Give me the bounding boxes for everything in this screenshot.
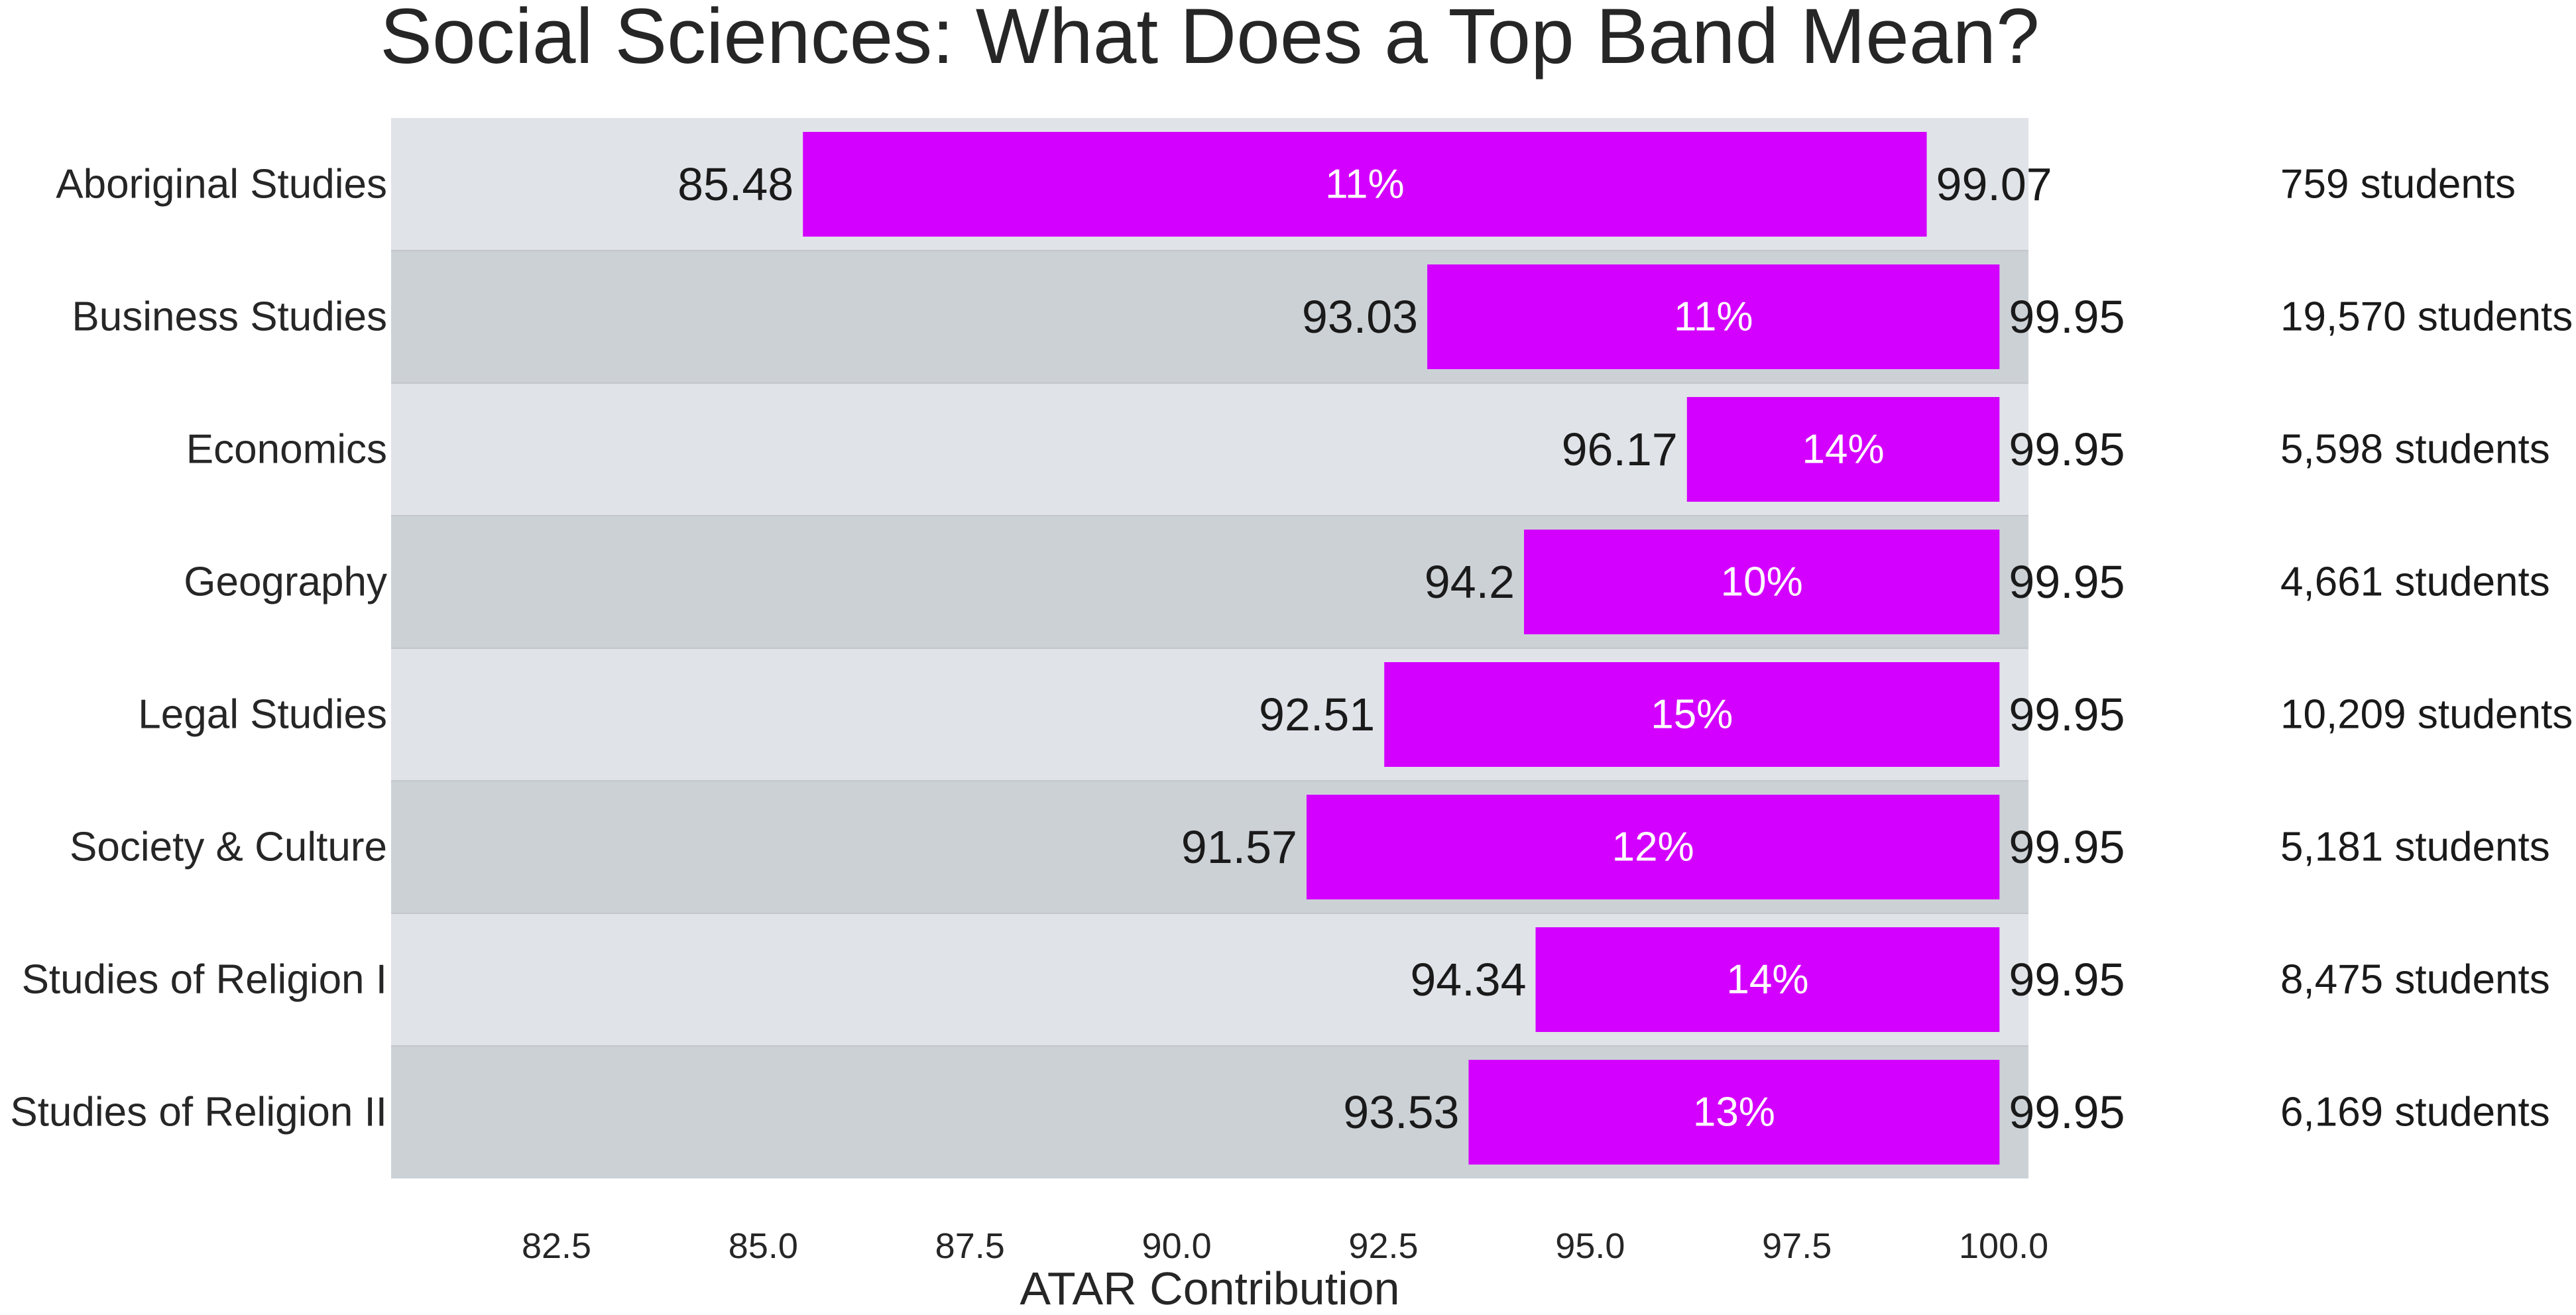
range-bar bbox=[1384, 662, 2000, 767]
category-label: Studies of Religion II bbox=[10, 1090, 387, 1135]
max-value-label: 99.95 bbox=[2009, 821, 2125, 873]
student-count-label: 10,209 students bbox=[2280, 692, 2573, 738]
student-count-label: 8,475 students bbox=[2280, 957, 2550, 1003]
min-value-label: 91.57 bbox=[1181, 821, 1297, 873]
student-count-label: 4,661 students bbox=[2280, 559, 2550, 605]
x-tick-label: 87.5 bbox=[935, 1226, 1005, 1266]
category-label: Aboriginal Studies bbox=[56, 162, 387, 207]
percent-label: 10% bbox=[1721, 559, 1803, 605]
bars: 85.48 99.07 11% 759 students 93.03 99.95 11% 19… bbox=[677, 132, 2573, 1165]
x-tick-label: 85.0 bbox=[729, 1226, 798, 1266]
percent-label: 12% bbox=[1612, 825, 1694, 870]
category-label: Business Studies bbox=[72, 294, 387, 340]
max-value-label: 99.95 bbox=[2009, 1086, 2125, 1138]
student-count-label: 5,181 students bbox=[2280, 825, 2550, 870]
min-value-label: 93.03 bbox=[1302, 291, 1418, 343]
x-tick-label: 100.0 bbox=[1959, 1226, 2048, 1266]
range-bar bbox=[803, 132, 1927, 237]
max-value-label: 99.07 bbox=[1936, 158, 2052, 210]
min-value-label: 94.2 bbox=[1425, 556, 1515, 608]
student-count-label: 6,169 students bbox=[2280, 1090, 2550, 1135]
percent-label: 11% bbox=[1674, 294, 1753, 340]
min-value-label: 93.53 bbox=[1343, 1086, 1459, 1138]
min-value-label: 85.48 bbox=[677, 158, 793, 210]
category-label: Studies of Religion I bbox=[22, 957, 387, 1003]
category-labels: Aboriginal Studies Business Studies Econom… bbox=[10, 162, 387, 1135]
max-value-label: 99.95 bbox=[2009, 291, 2125, 343]
x-tick-label: 92.5 bbox=[1348, 1226, 1418, 1266]
max-value-label: 99.95 bbox=[2009, 556, 2125, 608]
range-bar bbox=[1535, 927, 2000, 1032]
x-tick-label: 90.0 bbox=[1142, 1226, 1212, 1266]
percent-label: 13% bbox=[1693, 1090, 1775, 1135]
percent-label: 14% bbox=[1726, 957, 1808, 1003]
range-bar bbox=[1524, 530, 2000, 634]
percent-label: 14% bbox=[1802, 427, 1885, 473]
range-bar bbox=[1686, 397, 2000, 502]
min-value-label: 94.34 bbox=[1410, 954, 1526, 1005]
range-bar bbox=[1427, 264, 2000, 369]
x-axis-label: ATAR Contribution bbox=[1020, 1263, 1399, 1314]
category-label: Economics bbox=[186, 427, 387, 473]
x-tick-label: 82.5 bbox=[522, 1226, 591, 1266]
category-label: Legal Studies bbox=[138, 692, 387, 738]
student-count-label: 759 students bbox=[2280, 162, 2516, 207]
x-axis-ticks: 82.5 85.0 87.5 90.0 92.5 95.0 97.5 100.0 bbox=[522, 1226, 2048, 1266]
range-bar bbox=[1468, 1060, 2000, 1165]
x-tick-label: 97.5 bbox=[1762, 1226, 1832, 1266]
max-value-label: 99.95 bbox=[2009, 689, 2125, 740]
student-count-label: 19,570 students bbox=[2280, 294, 2573, 340]
student-count-label: 5,598 students bbox=[2280, 427, 2550, 473]
range-bar bbox=[1306, 795, 2000, 899]
category-label: Society & Culture bbox=[70, 825, 387, 870]
min-value-label: 96.17 bbox=[1562, 424, 1678, 475]
percent-label: 15% bbox=[1651, 692, 1733, 738]
max-value-label: 99.95 bbox=[2009, 954, 2125, 1005]
chart-title: Social Sciences: What Does a Top Band Me… bbox=[380, 0, 2039, 80]
x-tick-label: 95.0 bbox=[1555, 1226, 1625, 1266]
max-value-label: 99.95 bbox=[2009, 424, 2125, 475]
category-label: Geography bbox=[184, 559, 387, 605]
percent-label: 11% bbox=[1325, 162, 1405, 207]
min-value-label: 92.51 bbox=[1259, 689, 1375, 740]
